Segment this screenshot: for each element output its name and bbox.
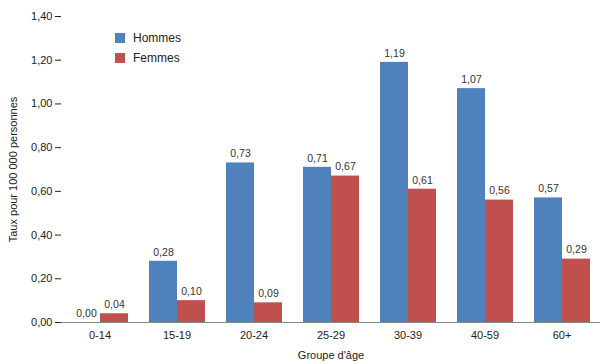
svg-text:0,61: 0,61 (412, 174, 433, 186)
svg-text:1,07: 1,07 (461, 73, 482, 85)
svg-text:0-14: 0-14 (89, 329, 111, 341)
svg-text:Taux pour 100 000 personnes: Taux pour 100 000 personnes (7, 96, 19, 242)
svg-text:0,73: 0,73 (230, 147, 251, 159)
svg-text:Groupe d'âge: Groupe d'âge (298, 349, 364, 361)
svg-text:0,00: 0,00 (76, 307, 97, 319)
svg-text:15-19: 15-19 (163, 329, 191, 341)
svg-text:0,29: 0,29 (566, 243, 587, 255)
svg-text:0,00: 0,00 (31, 316, 52, 328)
svg-text:0,57: 0,57 (538, 182, 559, 194)
svg-text:1,19: 1,19 (384, 47, 405, 59)
svg-text:20-24: 20-24 (240, 329, 268, 341)
svg-text:0,09: 0,09 (258, 287, 279, 299)
svg-text:0,71: 0,71 (307, 152, 328, 164)
svg-text:0,67: 0,67 (335, 160, 356, 172)
html-text:Hommes: Hommes (133, 31, 181, 45)
svg-text:1,20: 1,20 (31, 54, 52, 66)
html-text:Femmes: Femmes (133, 51, 180, 65)
svg-text:60+: 60+ (553, 329, 572, 341)
svg-text:1,40: 1,40 (31, 10, 52, 22)
svg-text:0,04: 0,04 (104, 298, 125, 310)
svg-text:0,40: 0,40 (31, 229, 52, 241)
svg-text:0,80: 0,80 (31, 141, 52, 153)
svg-text:0,56: 0,56 (489, 184, 510, 196)
svg-text:25-29: 25-29 (317, 329, 345, 341)
svg-text:1,00: 1,00 (31, 97, 52, 109)
svg-text:0,20: 0,20 (31, 272, 52, 284)
svg-text:40-59: 40-59 (471, 329, 499, 341)
svg-text:0,10: 0,10 (181, 285, 202, 297)
svg-text:30-39: 30-39 (394, 329, 422, 341)
svg-text:0,28: 0,28 (153, 246, 174, 258)
svg-text:0,60: 0,60 (31, 185, 52, 197)
